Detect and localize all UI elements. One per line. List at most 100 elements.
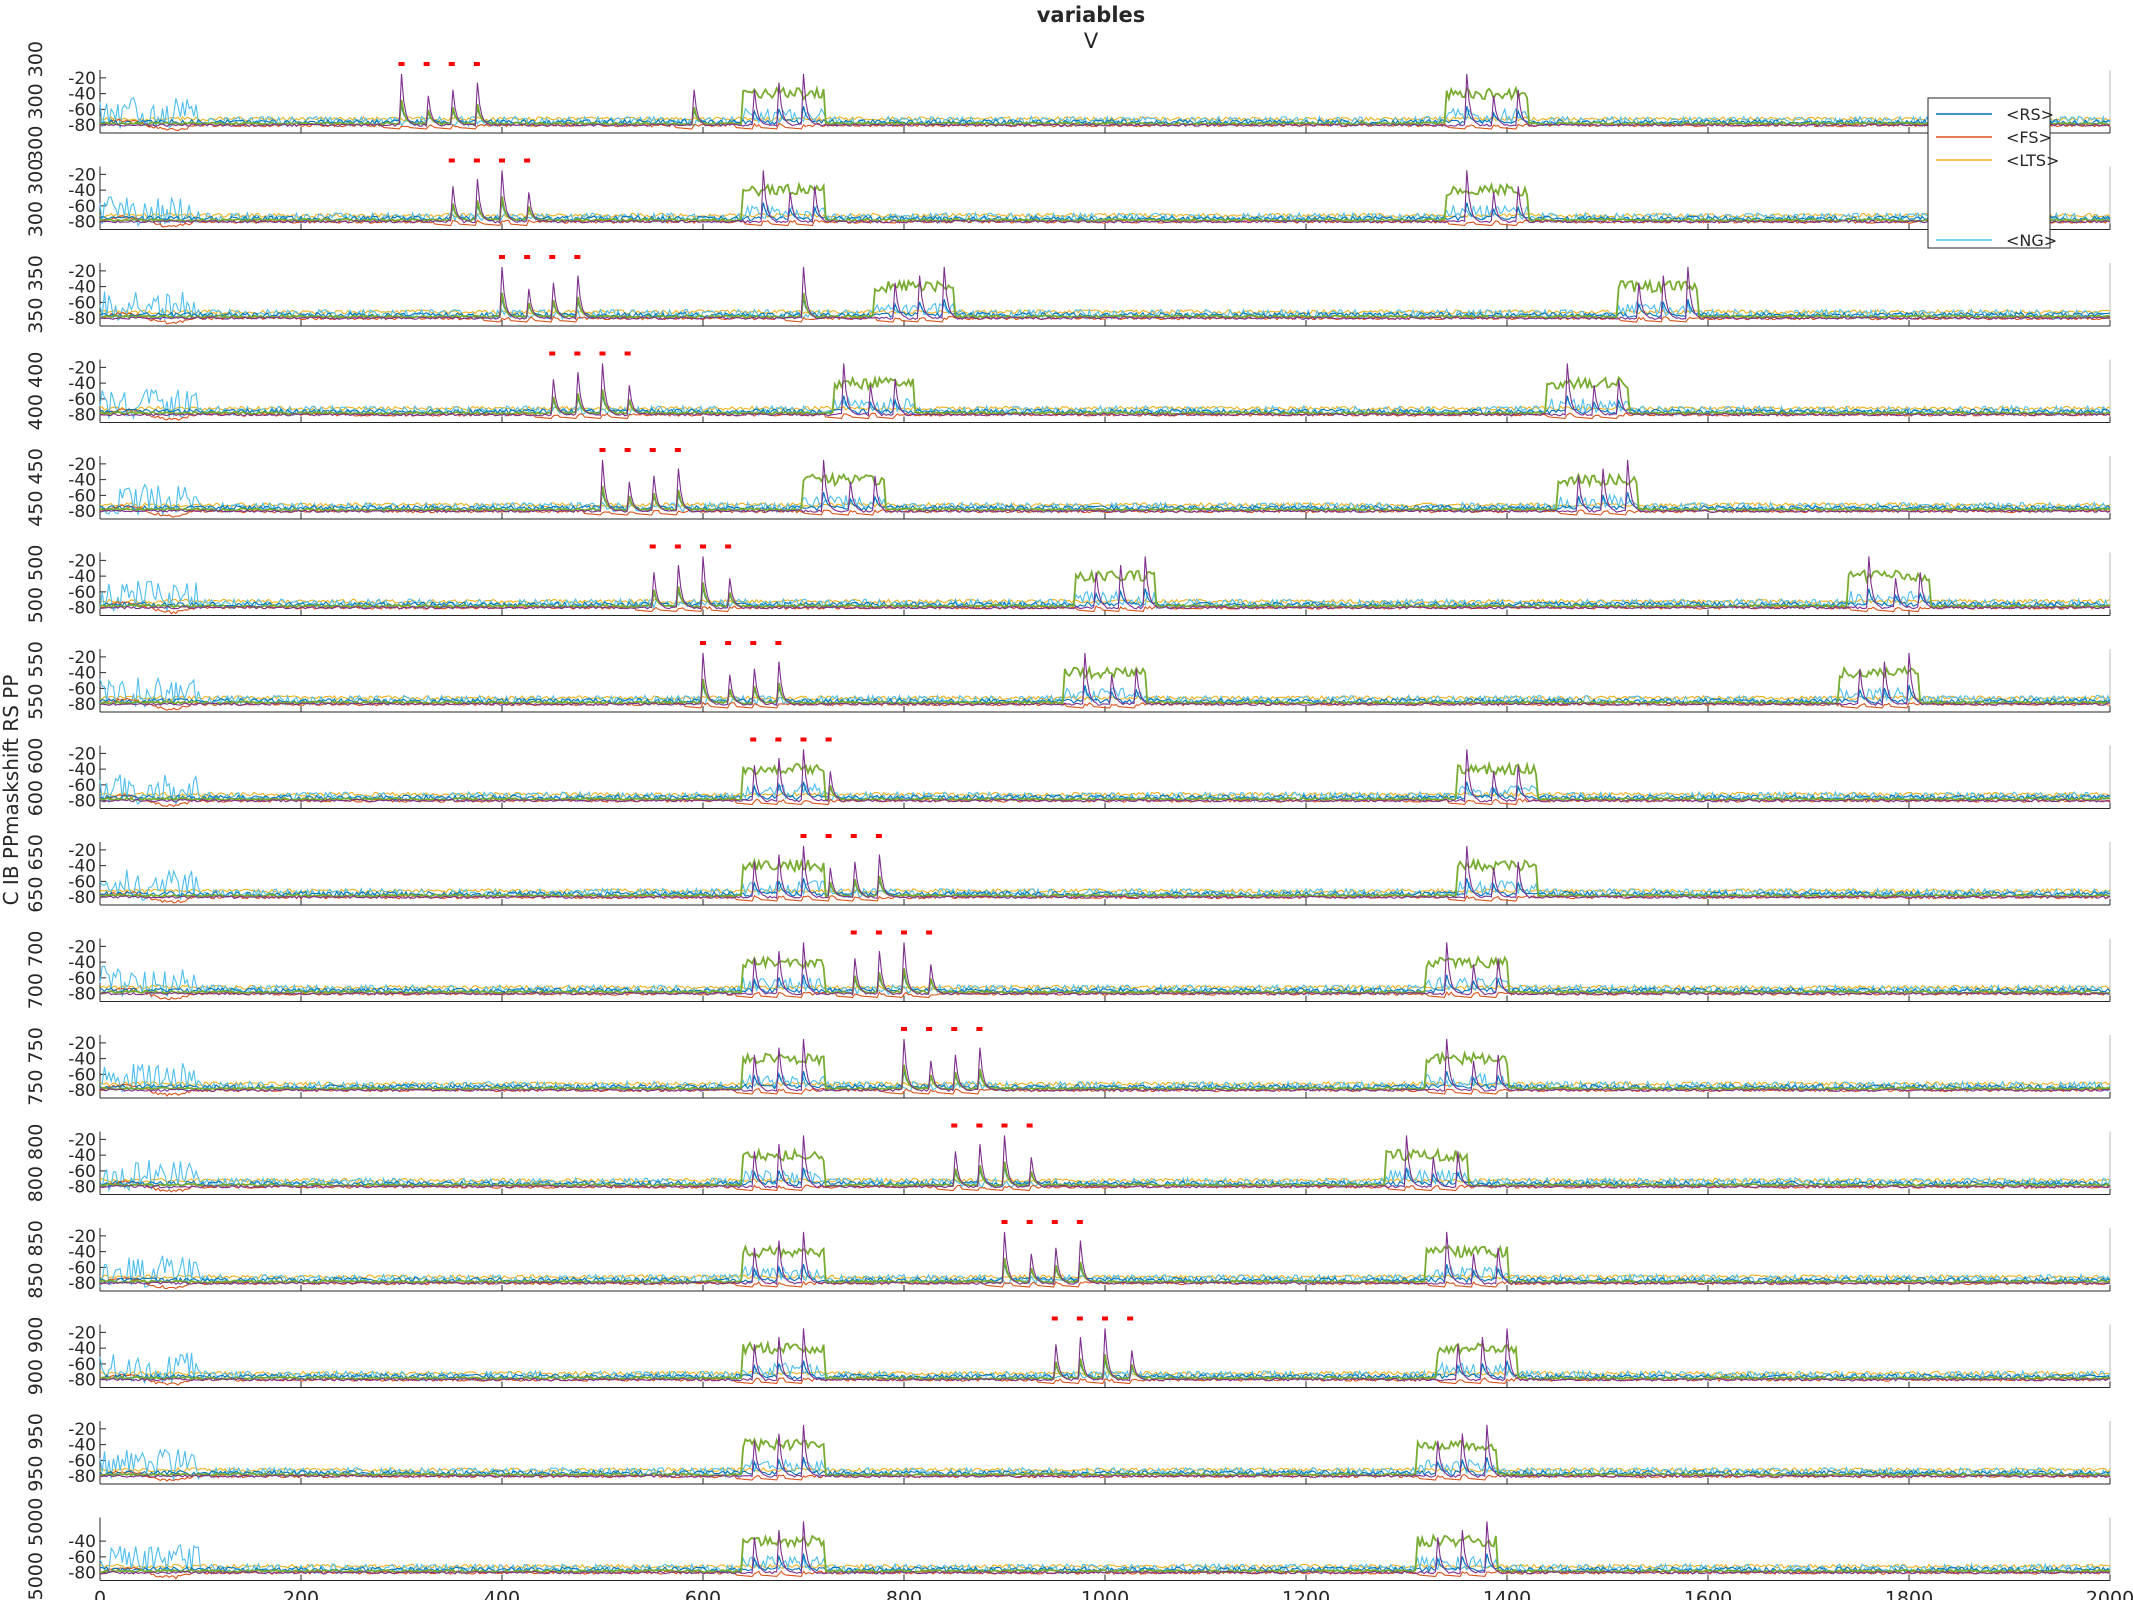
y-tick-label: -20 <box>68 165 96 185</box>
stim-marker <box>901 930 907 935</box>
panel-5: -20-40-60-80 450 450 <box>25 448 2111 527</box>
panel-side-label: 350 350 <box>25 255 47 334</box>
panel-13: -20-40-60-80 850 850 <box>25 1220 2111 1299</box>
stim-marker <box>725 544 732 549</box>
y-tick-label: -80 <box>68 213 96 233</box>
stim-marker <box>901 1027 907 1031</box>
stim-marker <box>473 62 480 66</box>
panel-2: -20-40-60-80 300 300 <box>25 158 2111 238</box>
x-tick-label: 1600 <box>1684 1588 1732 1601</box>
panel-1: -20-40-60-80 300 300 300 <box>25 41 2111 162</box>
series-line-ng <box>99 1255 2111 1288</box>
stim-marker <box>448 62 455 66</box>
panel-9: -20-40-60-80 650 650 <box>25 834 2111 913</box>
stim-marker <box>976 1123 983 1128</box>
y-tick-label: -80 <box>68 1564 96 1584</box>
stim-marker <box>700 544 706 549</box>
series-line-ib <box>99 749 2111 803</box>
legend-label: <FS> <box>2006 128 2052 147</box>
y-tick-label: -60 <box>68 872 96 892</box>
panel-14: -20-40-60-80 900 900 <box>25 1316 2111 1396</box>
series-line-ng <box>99 1544 2111 1576</box>
series-line-ib <box>99 459 2111 514</box>
series-line-fs <box>99 987 2111 1001</box>
stim-marker <box>1051 1316 1058 1321</box>
stim-marker <box>875 930 882 935</box>
y-tick-label: -40 <box>68 1339 96 1359</box>
stim-marker <box>1127 1316 1134 1321</box>
stim-marker <box>624 448 631 452</box>
y-tick-label: -80 <box>68 309 96 329</box>
y-tick-label: -20 <box>68 1323 96 1343</box>
y-tick-label: -80 <box>68 985 96 1005</box>
y-tick-label: -80 <box>68 792 96 812</box>
y-tick-label: -20 <box>68 262 96 282</box>
legend-label: <RS> <box>2006 105 2054 124</box>
panel-side-label: 500 500 <box>25 545 47 624</box>
y-tick-label: -20 <box>68 69 96 89</box>
stim-marker <box>499 255 505 259</box>
y-tick-label: -80 <box>68 695 96 715</box>
y-tick-label: -60 <box>68 776 96 796</box>
stim-marker <box>448 158 455 163</box>
series-line-lts <box>99 694 2111 701</box>
x-tick-label: 0 <box>94 1588 106 1601</box>
stim-marker <box>750 737 757 742</box>
x-tick-label: 200 <box>283 1588 319 1601</box>
y-tick-label: -40 <box>68 1436 96 1456</box>
y-tick-label: -20 <box>68 1034 96 1054</box>
legend-label: <NG> <box>2006 231 2057 250</box>
x-tick-label: 2000 <box>2086 1588 2133 1601</box>
y-tick-label: -80 <box>68 888 96 908</box>
y-tick-label: -40 <box>68 664 96 684</box>
x-tick-label: 400 <box>484 1588 520 1601</box>
y-tick-label: -40 <box>68 471 96 491</box>
series-line-lts <box>99 308 2111 315</box>
x-tick-label: 800 <box>886 1588 922 1601</box>
stim-marker <box>976 1027 983 1031</box>
y-tick-label: -20 <box>68 1130 96 1150</box>
y-tick-label: -60 <box>68 293 96 313</box>
stim-marker <box>775 737 782 742</box>
y-tick-label: -60 <box>68 1451 96 1471</box>
chart-title: variables <box>1037 3 1146 27</box>
panel-side-label: 300 300 <box>25 159 47 238</box>
y-axis-label: C IB PPmaskshift RS PP <box>0 675 23 906</box>
stim-marker <box>649 448 656 452</box>
panel-6: -20-40-60-80 500 500 <box>25 544 2111 624</box>
panel-side-label: 450 450 <box>25 448 47 527</box>
series-line-ng <box>99 1063 2111 1093</box>
series-line-rs <box>99 395 2111 415</box>
panel-side-label: 400 400 <box>25 352 47 431</box>
panel-side-label: 900 900 <box>25 1317 47 1396</box>
y-tick-label: -40 <box>68 181 96 201</box>
y-tick-label: -60 <box>68 197 96 217</box>
stim-marker <box>1051 1220 1058 1224</box>
stim-marker <box>599 448 606 452</box>
panel-side-label: 650 650 <box>25 834 47 913</box>
y-tick-label: -60 <box>68 679 96 699</box>
stim-marker <box>850 834 857 838</box>
y-tick-label: -60 <box>68 1548 96 1568</box>
stim-marker <box>423 62 430 66</box>
series-line-lts <box>99 887 2111 894</box>
stim-marker <box>674 544 681 549</box>
series-line-pp <box>99 1437 2111 1477</box>
y-tick-label: -80 <box>68 1178 96 1198</box>
y-tick-label: -20 <box>68 1420 96 1440</box>
panel-8: -20-40-60-80 600 600 <box>25 737 2111 817</box>
series-line-rs <box>99 588 2111 608</box>
panel-16: -40-60-80 5000 5000 0 200 400 600 800 1000 1200 1… <box>25 1498 2133 1604</box>
y-tick-label: -80 <box>68 1371 96 1391</box>
series-line-pp <box>99 1339 2111 1381</box>
series-line-lts <box>99 791 2111 798</box>
stim-marker <box>951 1027 958 1031</box>
panel-side-label: 600 600 <box>25 738 47 817</box>
y-tick-label: -20 <box>68 358 96 378</box>
y-tick-label: -80 <box>68 1467 96 1487</box>
series-line-ib <box>99 363 2111 417</box>
stim-marker <box>1076 1220 1083 1224</box>
y-tick-label: -20 <box>68 648 96 668</box>
